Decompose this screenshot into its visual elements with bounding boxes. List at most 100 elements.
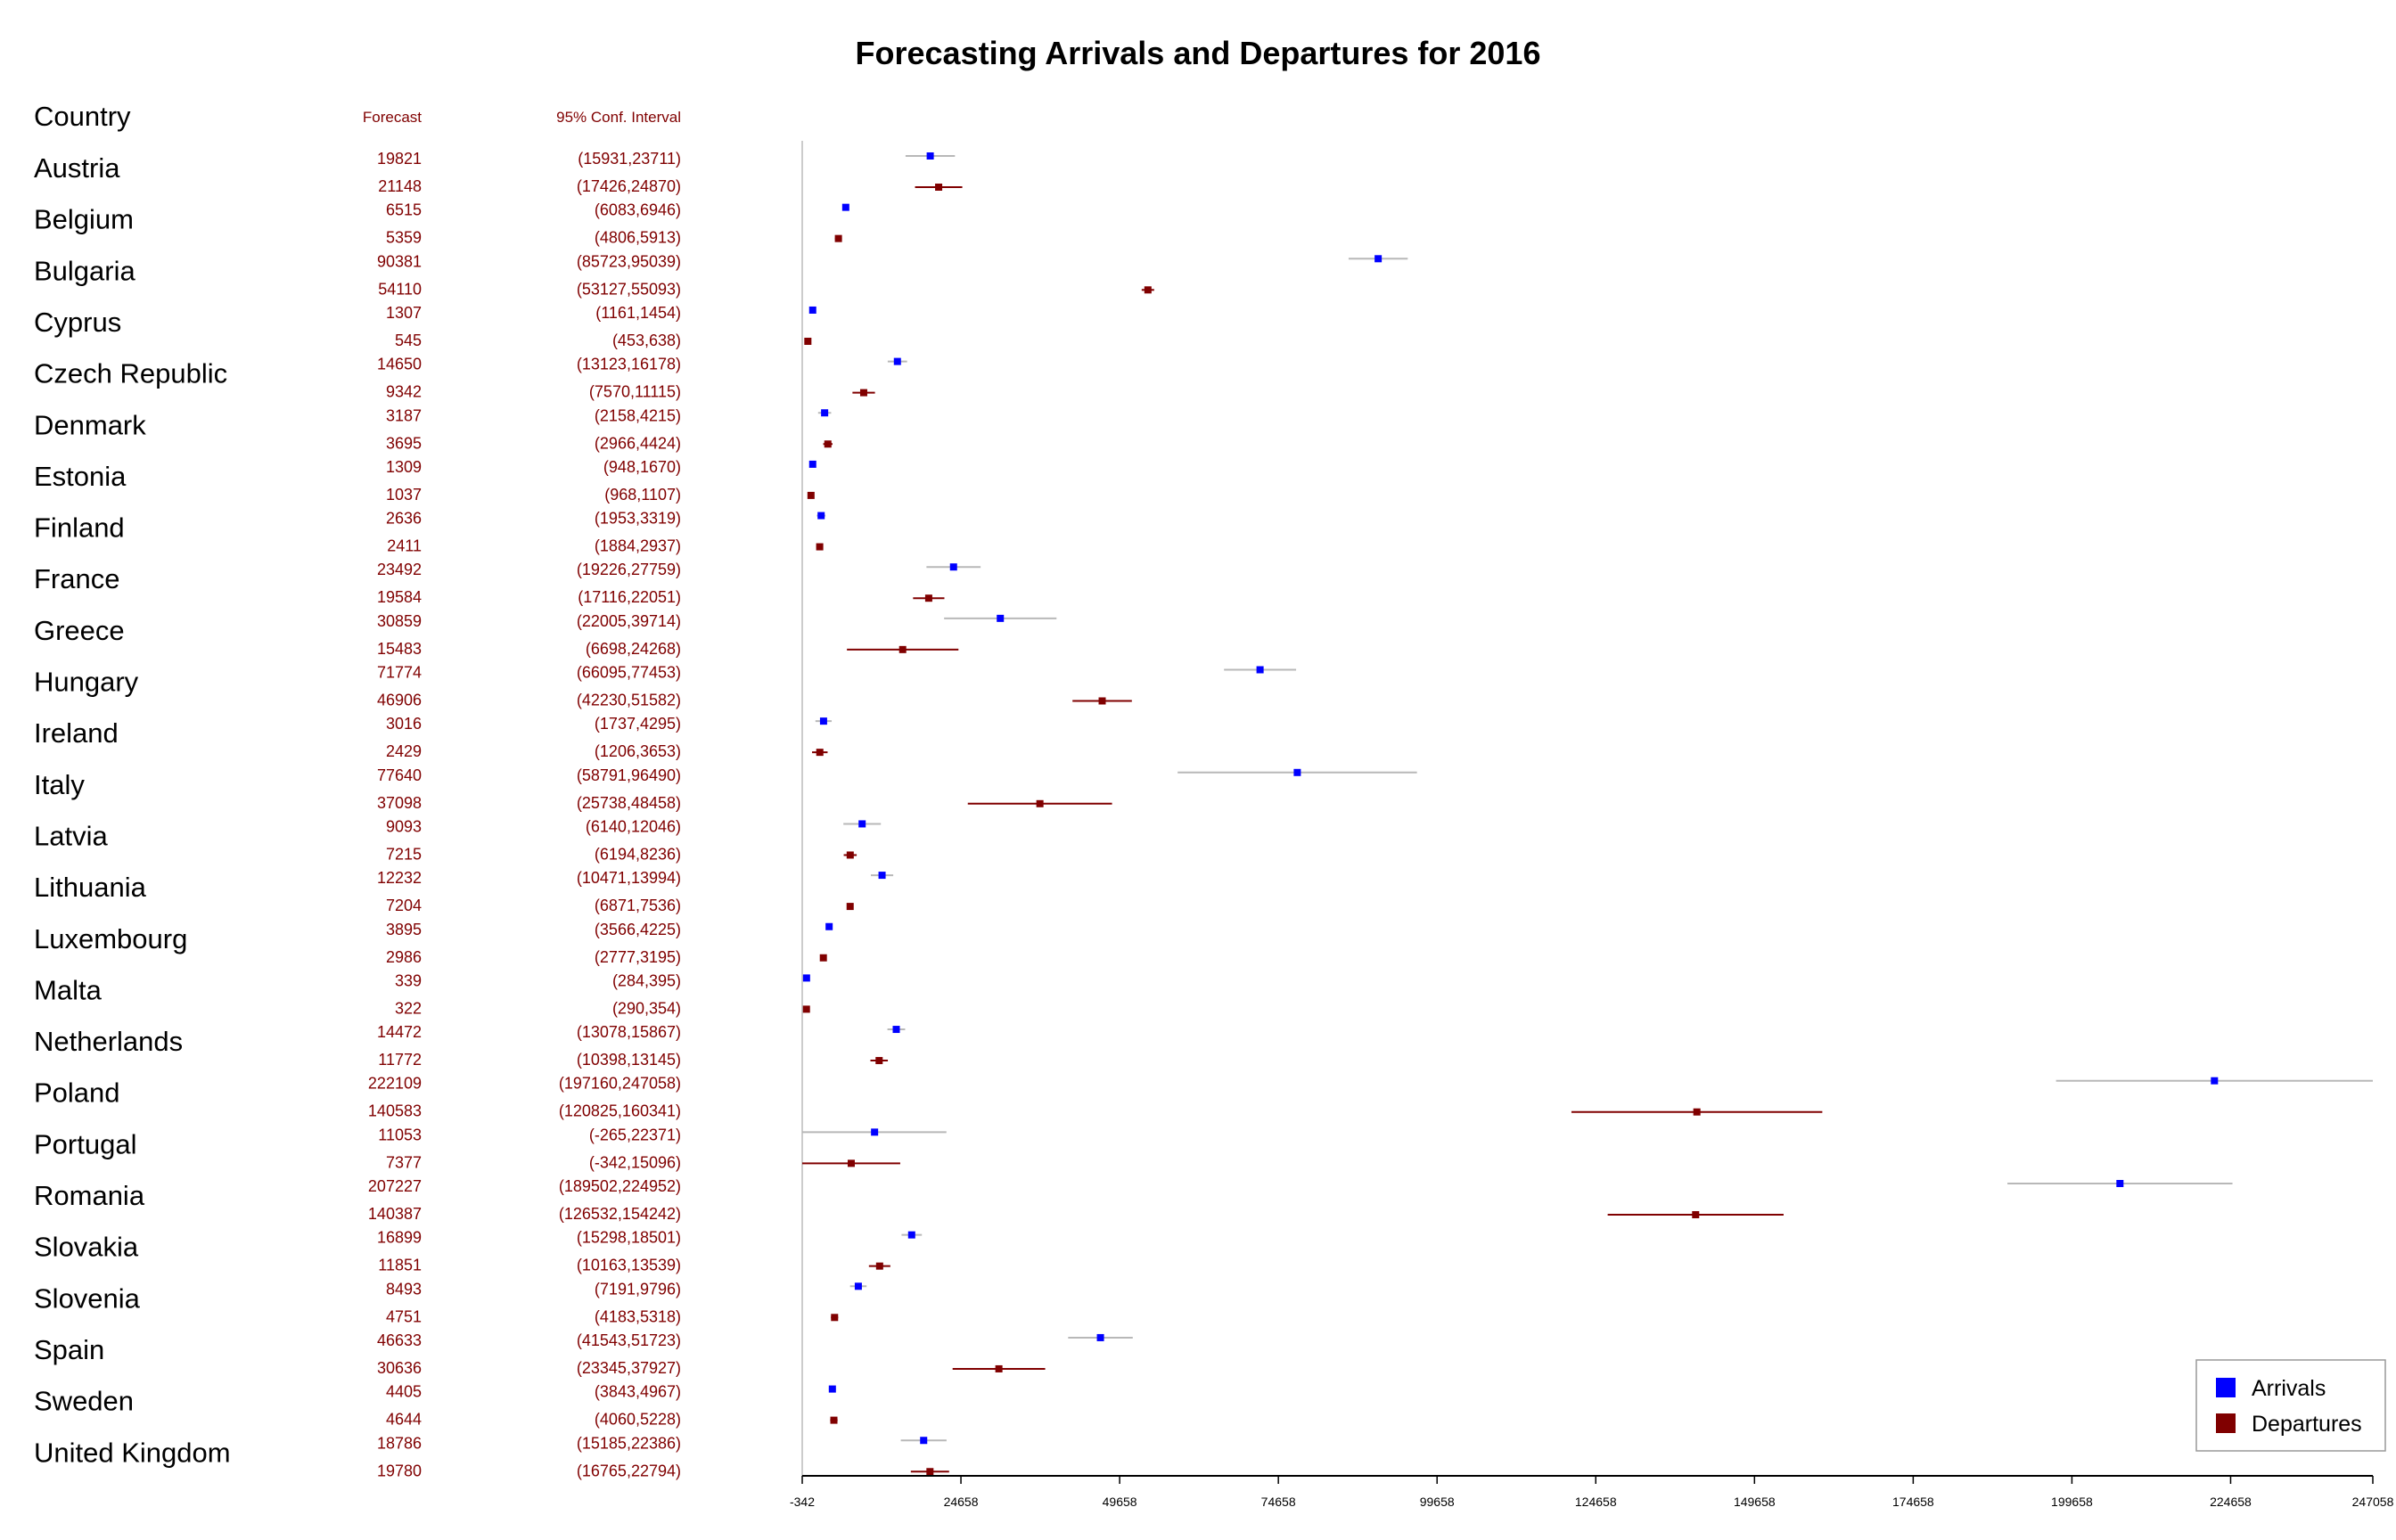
departures-point	[1036, 799, 1044, 807]
country-label-latvia: Latvia	[34, 820, 108, 851]
departures-forecast-text: 46906	[377, 692, 422, 709]
departures-ci-text: (290,354)	[612, 999, 681, 1017]
arrivals-point	[1293, 768, 1301, 776]
arrivals-forecast-text: 90381	[377, 252, 422, 270]
arrivals-forecast-text: 3895	[386, 921, 422, 938]
departures-ci-text: (7570,11115)	[589, 383, 681, 401]
arrivals-ci-text: (1737,4295)	[595, 715, 681, 733]
x-tick-label: 24658	[944, 1495, 979, 1509]
arrivals-point	[1374, 255, 1383, 263]
departures-ci-text: (6194,8236)	[595, 845, 681, 863]
country-label-slovakia: Slovakia	[34, 1232, 139, 1263]
country-label-romania: Romania	[34, 1180, 145, 1211]
arrivals-ci-text: (6083,6946)	[595, 201, 681, 219]
arrivals-forecast-text: 11053	[378, 1126, 422, 1143]
country-label-slovenia: Slovenia	[34, 1282, 141, 1314]
departures-ci-text: (1206,3653)	[595, 742, 681, 760]
departures-point	[935, 184, 943, 191]
country-label-sweden: Sweden	[34, 1386, 134, 1417]
departures-ci-text: (126532,154242)	[559, 1205, 681, 1223]
country-label-poland: Poland	[34, 1077, 120, 1109]
departures-forecast-text: 4644	[386, 1411, 422, 1429]
departures-ci-text: (4183,5318)	[595, 1307, 681, 1325]
arrivals-ci-text: (3566,4225)	[595, 921, 681, 938]
departures-forecast-text: 7377	[386, 1153, 422, 1171]
departures-forecast-text: 19780	[377, 1462, 422, 1479]
arrivals-point	[920, 1437, 928, 1445]
arrivals-forecast-text: 6515	[386, 201, 422, 219]
departures-ci-text: (17426,24870)	[577, 177, 681, 195]
country-label-spain: Spain	[34, 1334, 104, 1365]
departures-point	[819, 954, 827, 962]
arrivals-ci-text: (19226,27759)	[577, 561, 681, 578]
departures-point	[846, 903, 854, 911]
departures-ci-text: (4806,5913)	[595, 229, 681, 247]
country-label-hungary: Hungary	[34, 667, 139, 698]
country-label-belgium: Belgium	[34, 204, 134, 235]
departures-point	[802, 1005, 810, 1013]
x-tick-label: 49658	[1103, 1495, 1137, 1509]
departures-point	[846, 851, 854, 859]
departures-point	[859, 389, 867, 397]
departures-ci-text: (453,638)	[612, 332, 681, 349]
arrivals-point	[841, 203, 849, 211]
departures-forecast-text: 11772	[378, 1051, 422, 1069]
arrivals-ci-text: (13123,16178)	[577, 356, 681, 373]
arrivals-forecast-text: 30859	[377, 612, 422, 630]
arrivals-point	[828, 1385, 836, 1393]
country-label-netherlands: Netherlands	[34, 1026, 183, 1057]
departures-point	[898, 645, 907, 653]
legend-arrivals-label: Arrivals	[2252, 1376, 2326, 1401]
arrivals-ci-text: (189502,224952)	[559, 1177, 681, 1195]
country-label-austria: Austria	[34, 152, 120, 184]
arrivals-forecast-text: 8493	[386, 1280, 422, 1298]
arrivals-point	[892, 1026, 900, 1034]
departures-point	[875, 1057, 883, 1065]
arrivals-ci-text: (3843,4967)	[595, 1383, 681, 1401]
forecast-column-header: Forecast	[363, 109, 422, 126]
arrivals-forecast-text: 207227	[368, 1177, 422, 1195]
arrivals-forecast-text: 23492	[377, 561, 422, 578]
departures-forecast-text: 322	[395, 999, 422, 1017]
country-label-lithuania: Lithuania	[34, 872, 147, 903]
departures-forecast-text: 19584	[377, 588, 422, 606]
arrivals-ci-text: (22005,39714)	[577, 612, 681, 630]
x-tick-label: 199658	[2051, 1495, 2093, 1509]
arrivals-ci-text: (85723,95039)	[577, 252, 681, 270]
country-label-denmark: Denmark	[34, 409, 146, 440]
departures-point	[1098, 697, 1106, 705]
departures-point	[924, 594, 932, 602]
country-label-united-kingdom: United Kingdom	[34, 1437, 231, 1468]
arrivals-forecast-text: 14650	[377, 356, 422, 373]
departures-forecast-text: 30636	[377, 1359, 422, 1377]
arrivals-point	[997, 614, 1005, 622]
departures-forecast-text: 7204	[386, 897, 422, 914]
departures-forecast-text: 1037	[386, 486, 422, 504]
x-tick-label: 174658	[1892, 1495, 1934, 1509]
departures-ci-text: (42230,51582)	[577, 692, 681, 709]
arrivals-point	[1096, 1333, 1104, 1341]
country-label-cyprus: Cyprus	[34, 307, 121, 338]
arrivals-forecast-text: 77640	[377, 766, 422, 784]
departures-forecast-text: 545	[395, 332, 422, 349]
departures-ci-text: (2777,3195)	[595, 948, 681, 966]
chart-title: Forecasting Arrivals and Departures for …	[856, 35, 1541, 71]
arrivals-point	[893, 357, 901, 365]
arrivals-point	[878, 872, 886, 880]
country-column-header: Country	[34, 101, 131, 132]
arrivals-point	[858, 820, 866, 828]
departures-ci-text: (6698,24268)	[586, 640, 681, 658]
arrivals-ci-text: (2158,4215)	[595, 406, 681, 424]
x-tick-label: 224658	[2210, 1495, 2252, 1509]
arrivals-point	[821, 409, 829, 417]
departures-ci-text: (23345,37927)	[577, 1359, 681, 1377]
country-label-italy: Italy	[34, 769, 85, 800]
departures-ci-text: (2966,4424)	[595, 434, 681, 452]
country-label-ireland: Ireland	[34, 717, 119, 749]
x-axis: -342 24658 49658 74658 99658 124658 149658 1746…	[790, 1475, 2394, 1509]
arrivals-forecast-text: 2636	[386, 510, 422, 528]
arrivals-forecast-text: 71774	[377, 664, 422, 682]
legend-box	[2195, 1359, 2386, 1452]
departures-forecast-text: 3695	[386, 434, 422, 452]
